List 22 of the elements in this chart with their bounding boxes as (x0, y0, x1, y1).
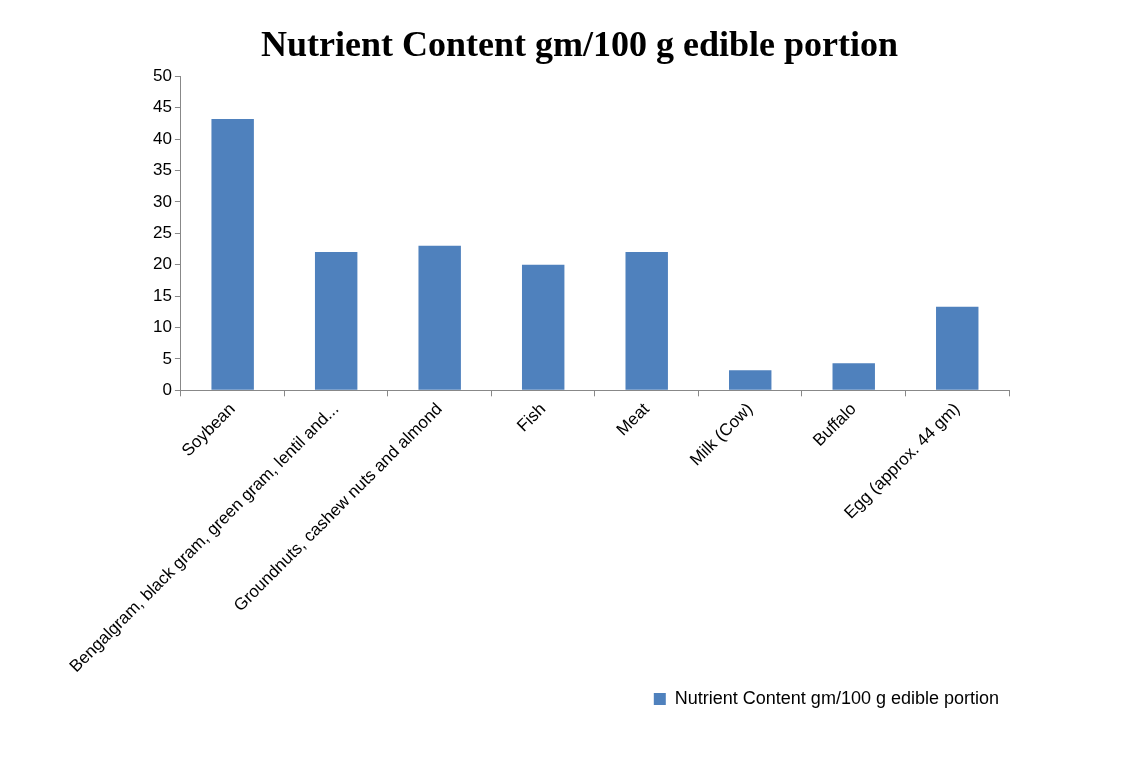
bar (314, 252, 358, 390)
y-tick-label: 15 (152, 285, 172, 305)
chart-title: Nutrient Content gm/100 g edible portion (261, 23, 898, 64)
bar (211, 118, 254, 390)
bar (418, 245, 461, 390)
bar (936, 306, 979, 390)
y-tick-label: 5 (162, 348, 172, 368)
bar (729, 370, 772, 390)
bar (521, 264, 565, 390)
y-tick-label: 0 (162, 380, 172, 400)
y-tick-label: 50 (152, 65, 172, 85)
y-tick-label: 40 (152, 128, 172, 148)
y-tick-label: 25 (152, 222, 172, 242)
bar (832, 363, 875, 390)
x-tick-label: Fish (513, 399, 550, 436)
y-tick-label: 20 (152, 254, 172, 274)
y-tick-label: 45 (152, 97, 172, 117)
y-tick-label: 35 (152, 160, 172, 180)
y-tick-label: 10 (152, 317, 172, 337)
y-tick-label: 30 (152, 191, 172, 211)
bar (625, 252, 668, 390)
legend-label: Nutrient Content gm/100 g edible portion (674, 687, 999, 708)
